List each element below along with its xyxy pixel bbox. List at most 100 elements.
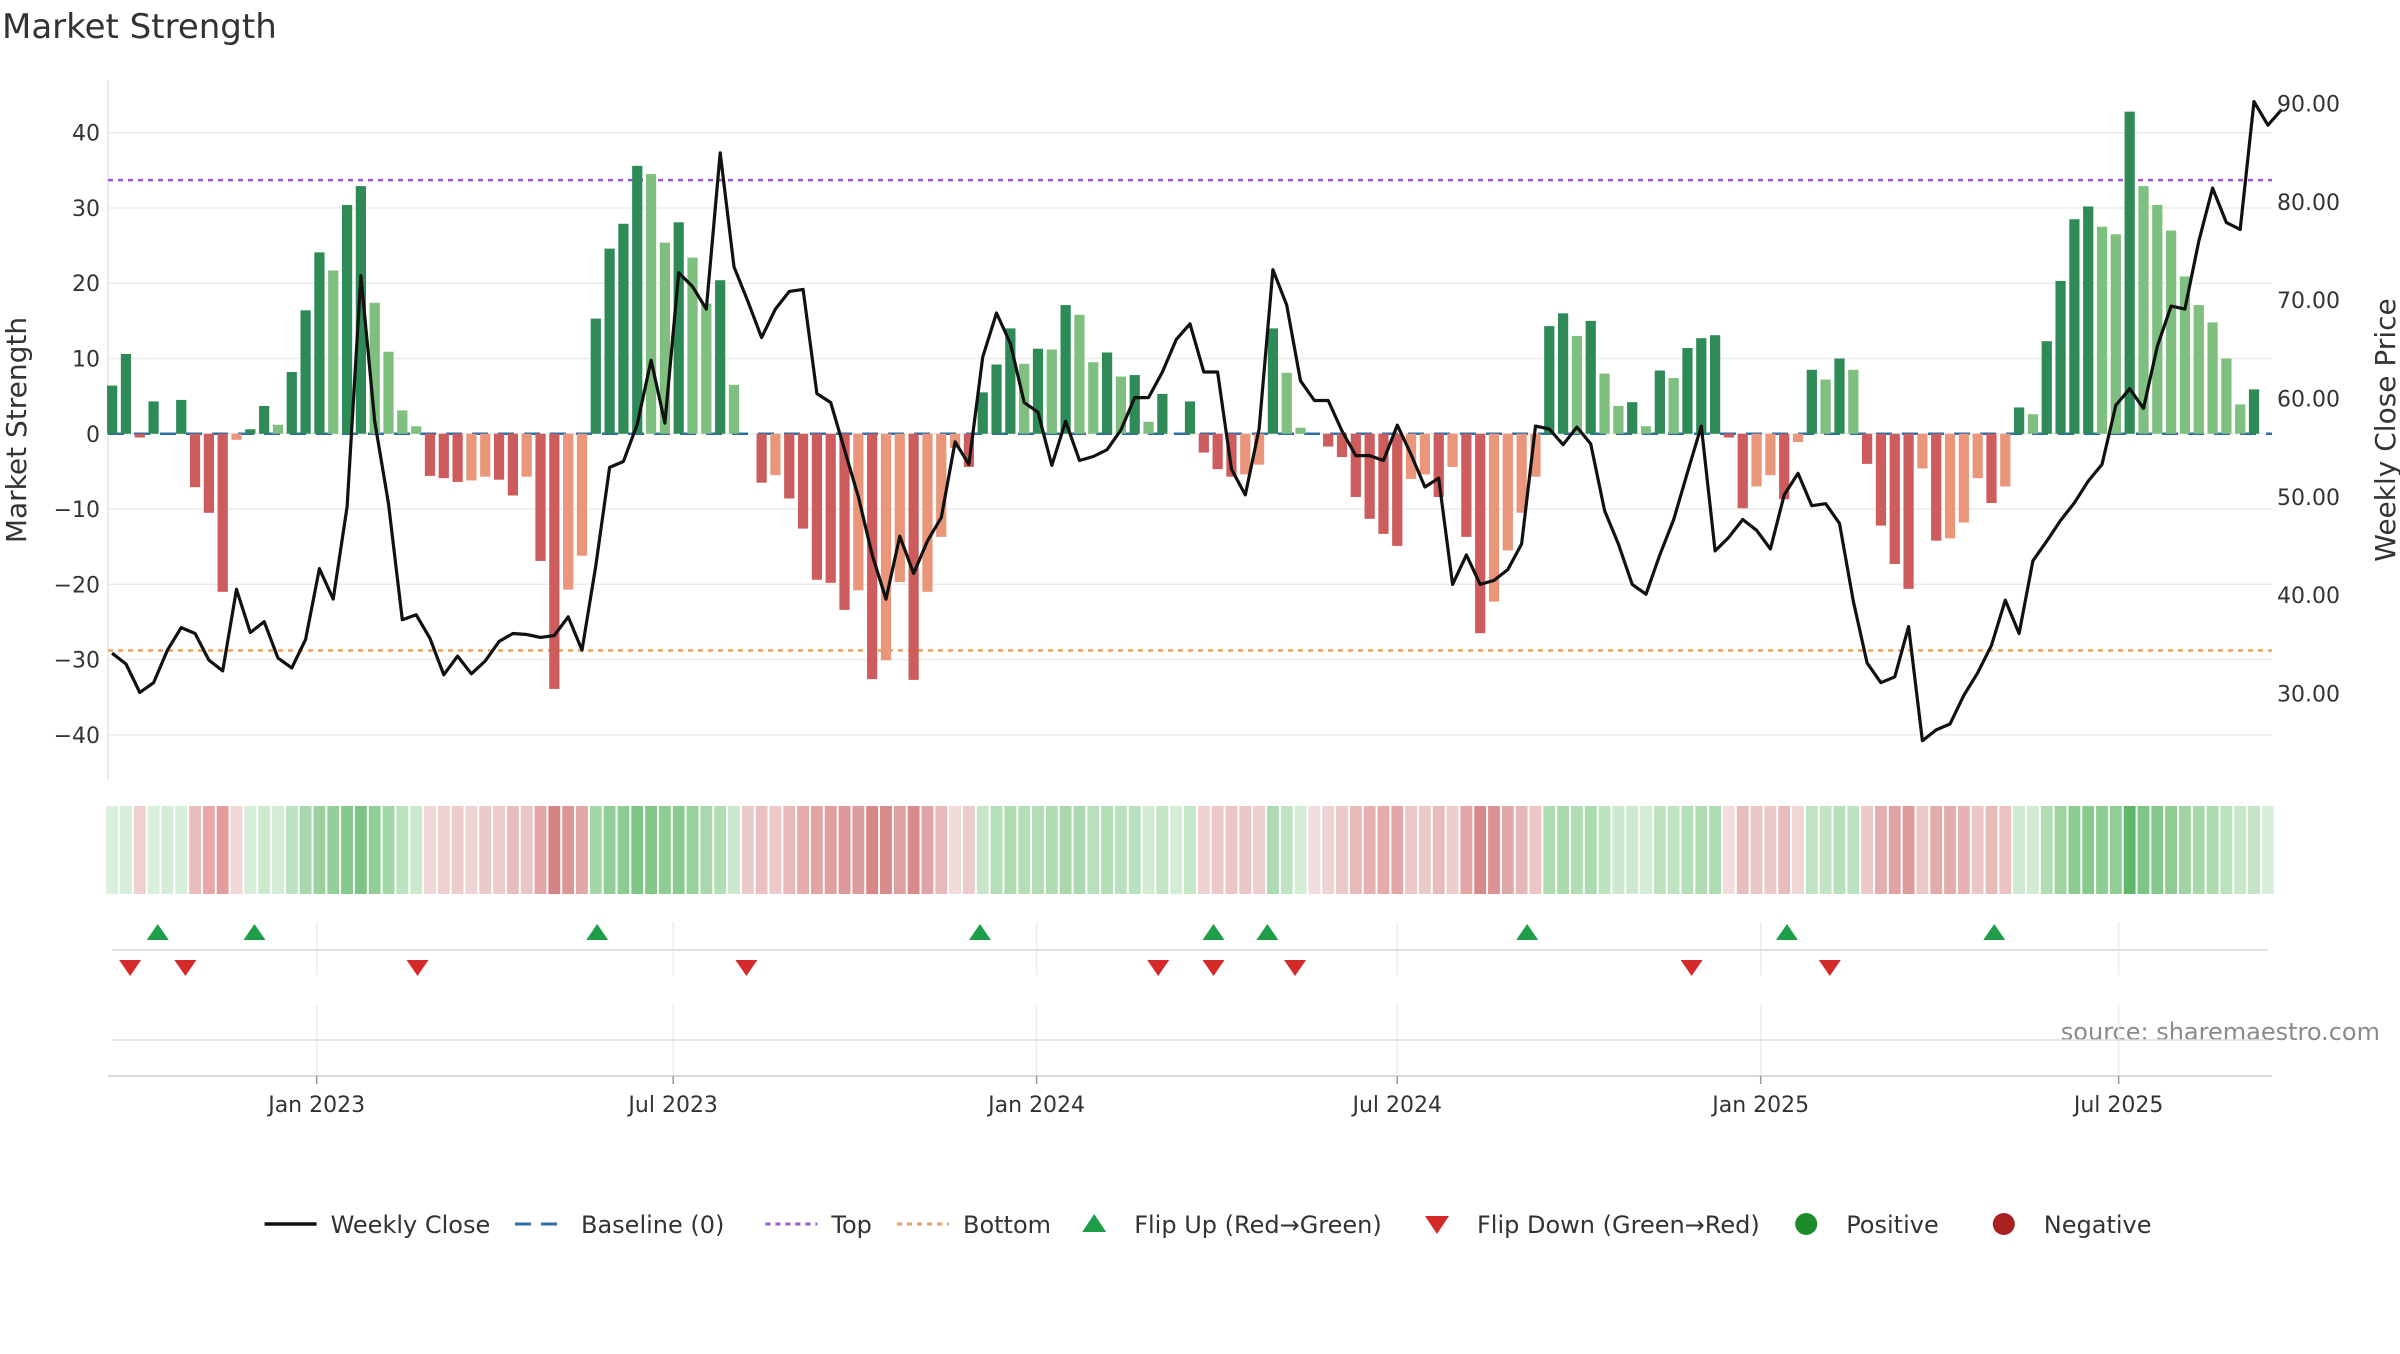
heat-tile-15 [313, 806, 325, 894]
strength-bars [107, 112, 2273, 689]
strength-bar-9 [231, 434, 241, 440]
flip-down-marker-0 [119, 960, 141, 976]
strength-bar-127 [1862, 434, 1872, 464]
strength-bar-69 [1061, 305, 1071, 434]
heat-tile-136 [1986, 806, 1998, 894]
heat-tile-3 [148, 806, 160, 894]
strength-bar-39 [646, 174, 656, 434]
strength-bar-49 [784, 434, 794, 499]
strength-bar-56 [881, 434, 891, 661]
right-tick-label-2: 70.00 [2277, 289, 2340, 314]
legend-item-6[interactable]: Positive [1795, 1211, 1939, 1239]
legend-item-0[interactable]: Weekly Close [265, 1211, 491, 1239]
heat-tile-34 [576, 806, 588, 894]
heat-tile-59 [922, 806, 934, 894]
heat-tile-37 [617, 806, 629, 894]
heat-tile-72 [1101, 806, 1113, 894]
heat-tile-0 [106, 806, 118, 894]
right-tick-label-6: 30.00 [2277, 682, 2340, 707]
heat-tile-51 [811, 806, 823, 894]
strength-bar-114 [1682, 348, 1692, 434]
heat-tile-127 [1861, 806, 1873, 894]
legend-item-3[interactable]: Bottom [897, 1211, 1051, 1239]
x-tick-label-2: Jan 2024 [986, 1093, 1085, 1118]
heat-tile-137 [1999, 806, 2011, 894]
heat-tile-111 [1640, 806, 1652, 894]
heat-tile-152 [2207, 806, 2219, 894]
strength-bar-115 [1696, 338, 1706, 434]
heat-tile-14 [300, 806, 312, 894]
strength-bar-23 [425, 434, 435, 476]
strength-bar-68 [1047, 349, 1057, 433]
heat-tile-140 [2041, 806, 2053, 894]
flip-down-marker-3 [735, 960, 757, 976]
heat-tile-61 [949, 806, 961, 894]
flip-down-marker-8 [1819, 960, 1841, 976]
strength-bar-130 [1903, 434, 1913, 589]
heat-tile-30 [521, 806, 533, 894]
strength-bar-155 [2249, 389, 2259, 433]
heat-tile-35 [590, 806, 602, 894]
heat-tile-81 [1226, 806, 1238, 894]
strength-bar-32 [549, 434, 559, 689]
legend-item-7[interactable]: Negative [1993, 1211, 2152, 1239]
left-tick-label-5: −10 [54, 498, 100, 523]
heat-tile-73 [1115, 806, 1127, 894]
strength-bar-116 [1710, 335, 1720, 434]
heat-tile-80 [1212, 806, 1224, 894]
heat-tile-57 [894, 806, 906, 894]
heat-tile-17 [341, 806, 353, 894]
strength-bar-153 [2221, 358, 2231, 433]
strength-bar-150 [2180, 276, 2190, 433]
legend-label-2: Top [830, 1211, 872, 1239]
heat-tile-155 [2248, 806, 2260, 894]
strength-bar-58 [909, 434, 919, 680]
strength-bar-8 [218, 434, 228, 592]
heat-tile-16 [327, 806, 339, 894]
strength-bar-139 [2028, 414, 2038, 434]
legend-label-6: Positive [1846, 1211, 1939, 1239]
heat-tile-9 [231, 806, 243, 894]
legend-item-5[interactable]: Flip Down (Green→Red) [1425, 1211, 1760, 1239]
strength-bar-149 [2166, 231, 2176, 434]
heat-tile-106 [1571, 806, 1583, 894]
strength-bar-2 [135, 434, 145, 438]
heat-tile-134 [1958, 806, 1970, 894]
heat-tile-64 [991, 806, 1003, 894]
strength-bar-76 [1157, 394, 1167, 434]
heat-tile-63 [977, 806, 989, 894]
strength-bar-16 [328, 270, 338, 433]
strength-bar-48 [770, 434, 780, 475]
strength-bar-33 [563, 434, 573, 590]
strength-bar-133 [1945, 434, 1955, 539]
strength-bar-91 [1365, 434, 1375, 519]
strength-bar-122 [1793, 434, 1803, 442]
legend[interactable]: Weekly Close Baseline (0) Top Bottom Flip Up… [265, 1211, 2152, 1239]
heat-tile-147 [2138, 806, 2150, 894]
heat-tile-43 [700, 806, 712, 894]
strength-bar-6 [190, 434, 200, 487]
strength-bar-80 [1213, 434, 1223, 469]
flip-up-marker-4 [1202, 924, 1224, 940]
strength-bar-31 [535, 434, 545, 561]
flip-down-marker-4 [1147, 960, 1169, 976]
heat-tile-87 [1308, 806, 1320, 894]
heat-tile-104 [1543, 806, 1555, 894]
legend-item-2[interactable]: Top [765, 1211, 872, 1239]
strength-bar-35 [591, 319, 601, 434]
legend-item-1[interactable]: Baseline (0) [515, 1211, 724, 1239]
left-axis-title: Market Strength [0, 317, 33, 543]
strength-bar-70 [1074, 315, 1084, 434]
strength-bar-138 [2014, 407, 2024, 433]
strength-bar-125 [1834, 358, 1844, 433]
strength-bar-129 [1890, 434, 1900, 564]
strength-bar-26 [466, 434, 476, 481]
heat-tile-124 [1820, 806, 1832, 894]
heat-tile-84 [1267, 806, 1279, 894]
heat-tile-141 [2055, 806, 2067, 894]
heat-tile-132 [1930, 806, 1942, 894]
heat-tile-83 [1253, 806, 1265, 894]
legend-item-4[interactable]: Flip Up (Red→Green) [1082, 1211, 1382, 1239]
heat-tile-74 [1129, 806, 1141, 894]
